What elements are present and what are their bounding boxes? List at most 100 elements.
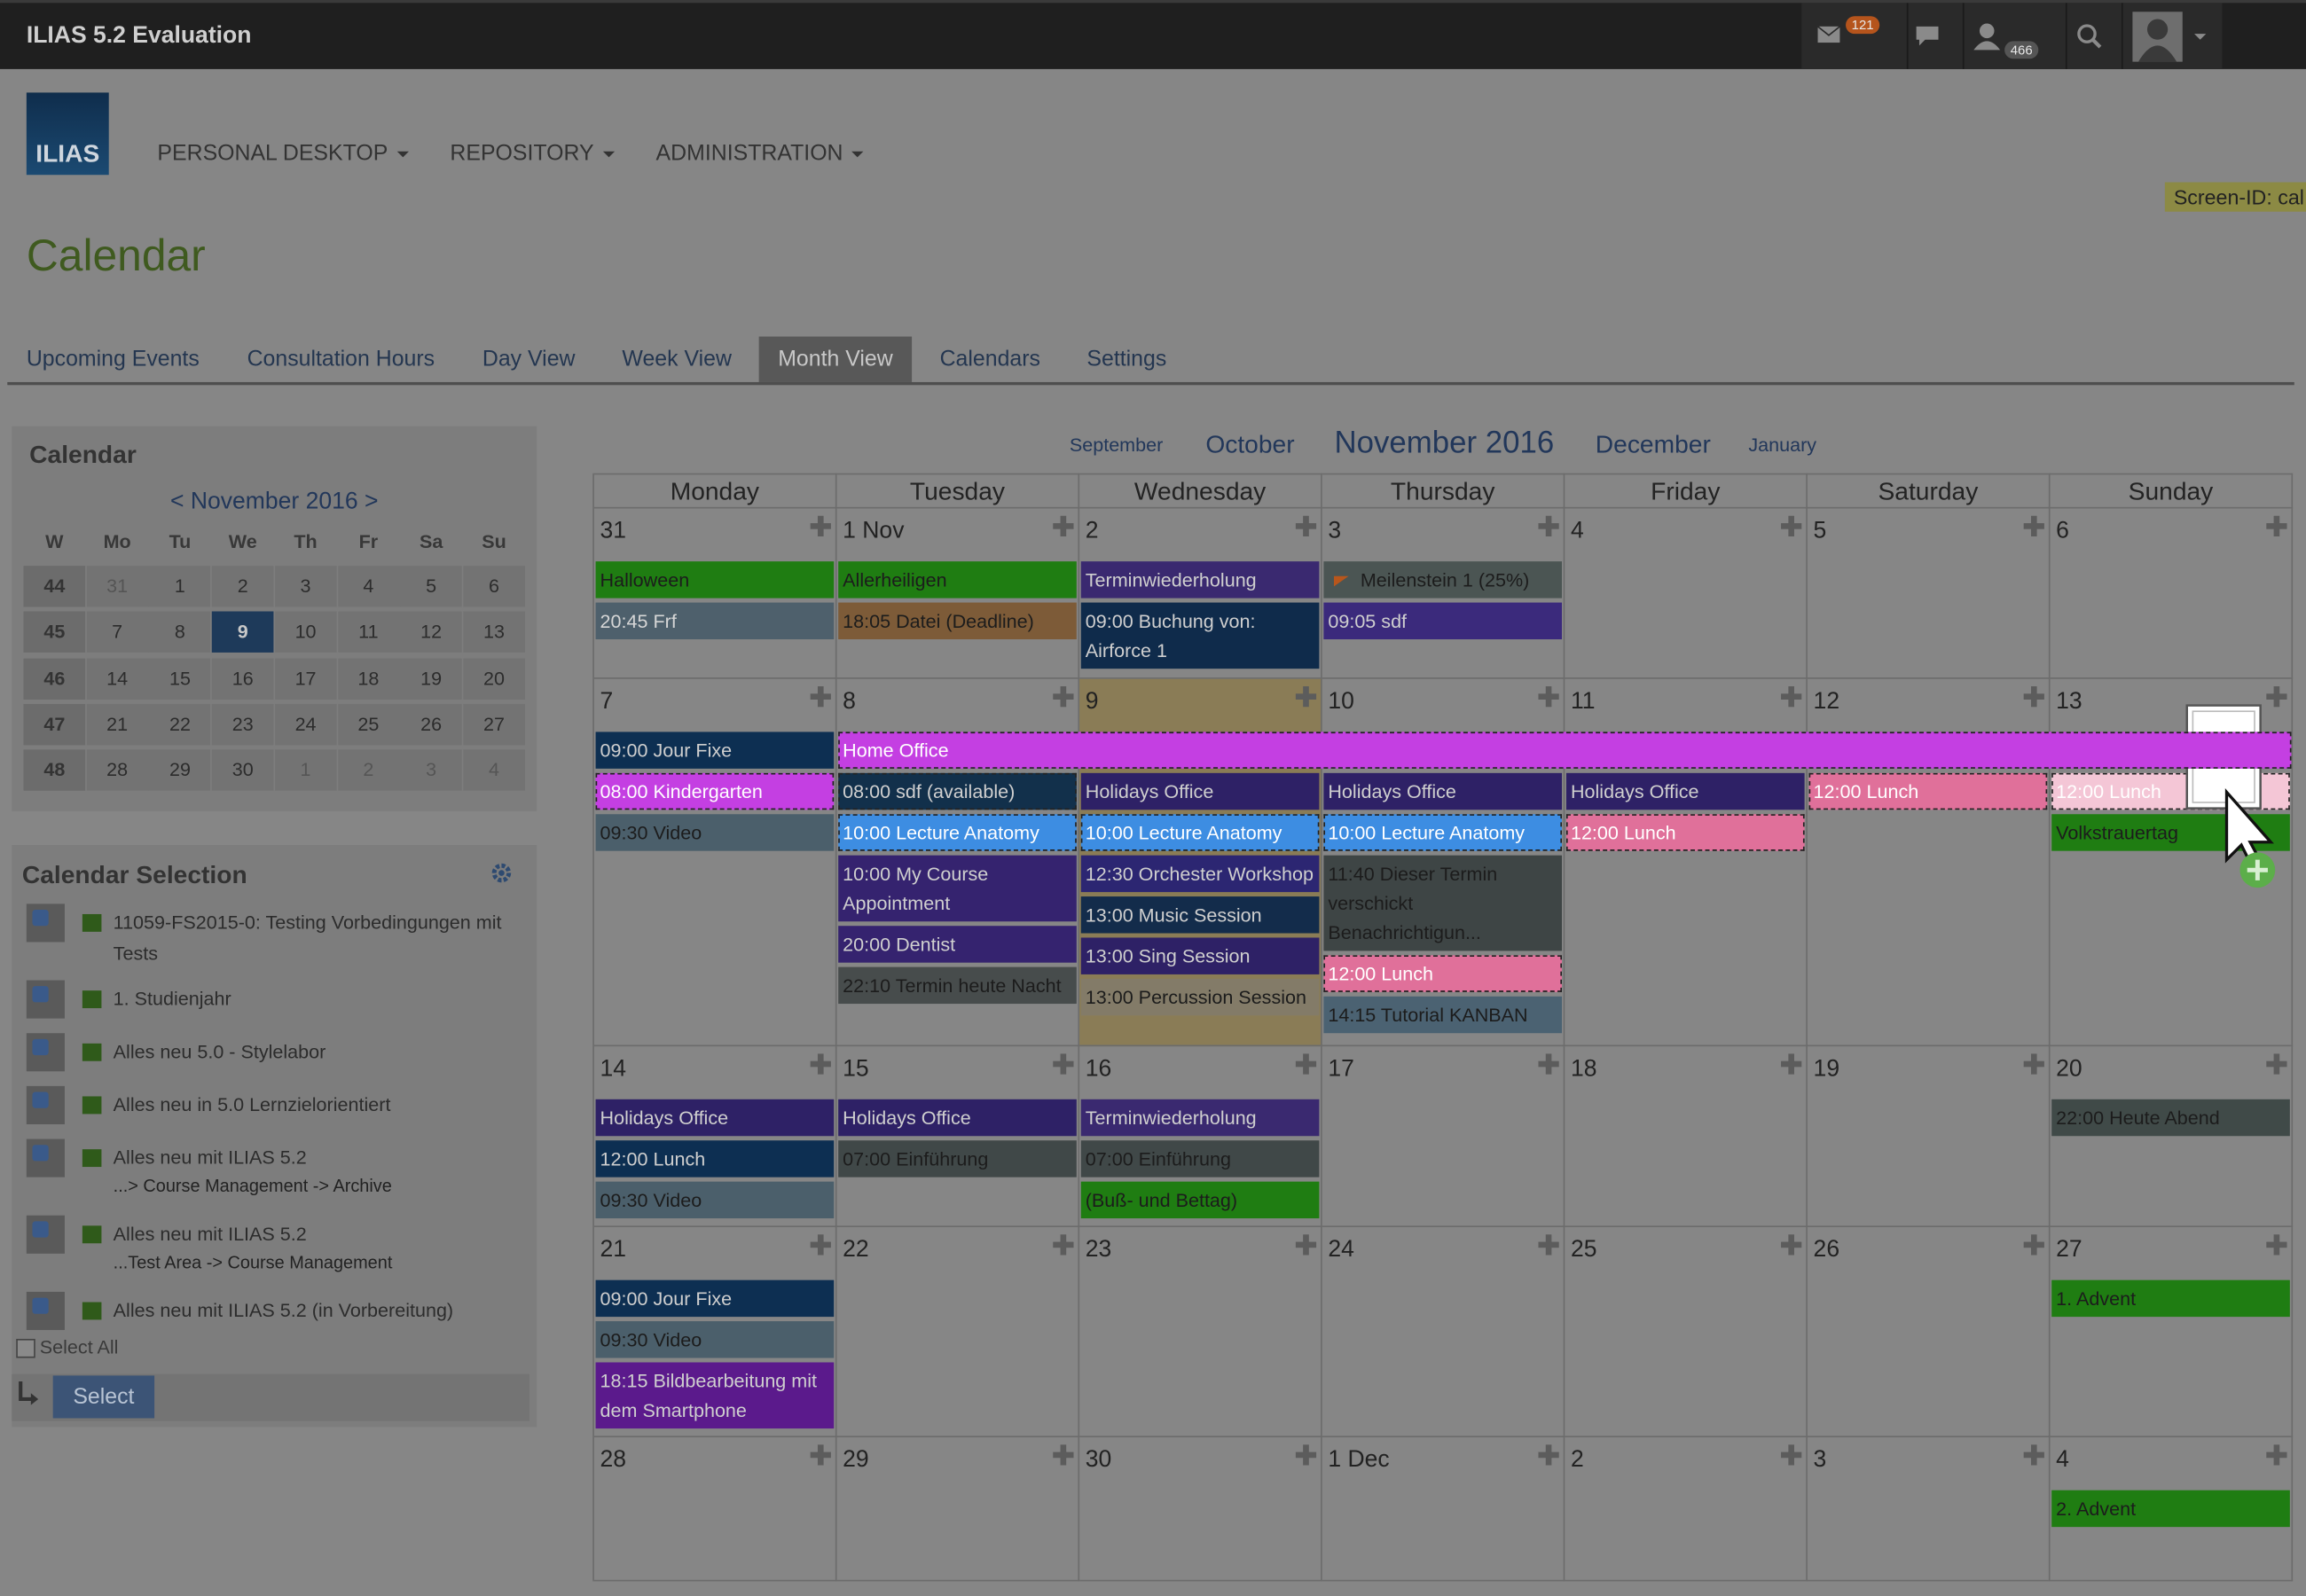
month-link[interactable]: December [1595, 430, 1711, 458]
day-number[interactable]: 25 [1570, 1237, 1597, 1263]
day-cell[interactable]: 10 Holidays Office 10:00 Lecture Anatomy 11… [1322, 678, 1565, 1047]
mini-day[interactable]: 8 [149, 612, 211, 653]
day-cell[interactable]: 5 [1807, 508, 2051, 679]
tab[interactable]: Day View [482, 347, 576, 372]
add-event[interactable] [1295, 686, 1317, 708]
event[interactable]: Home Office [838, 732, 2292, 769]
add-event[interactable] [2266, 1444, 2287, 1466]
event[interactable]: 09:05 sdf [1323, 602, 1563, 640]
day-number[interactable]: 3 [1328, 519, 1342, 544]
mini-day[interactable]: 19 [400, 657, 462, 700]
day-number[interactable]: 4 [1570, 519, 1584, 544]
add-event[interactable] [2266, 686, 2287, 708]
mini-day[interactable]: 20 [463, 657, 525, 700]
day-cell[interactable]: 2 Terminwiederholung 09:00 Buchung von: Ai… [1079, 508, 1322, 679]
day-number[interactable]: 20 [2056, 1056, 2082, 1082]
event[interactable]: 20:00 Dentist [838, 926, 1077, 963]
event[interactable]: 10:00 Lecture Anatomy [838, 814, 1077, 851]
mini-day[interactable]: 12 [400, 612, 462, 653]
event[interactable]: 09:00 Jour Fixe [595, 1279, 835, 1318]
mini-day[interactable]: 28 [86, 749, 148, 792]
search-icon[interactable] [2077, 24, 2097, 43]
contacts-icon[interactable] [1979, 23, 1995, 39]
day-number[interactable]: 23 [1085, 1237, 1112, 1263]
mini-day[interactable]: 2 [211, 566, 274, 607]
day-number[interactable]: 17 [1328, 1056, 1354, 1082]
mini-day[interactable]: 22 [149, 703, 211, 746]
checkbox[interactable] [26, 1085, 65, 1124]
app-title[interactable]: ILIAS 5.2 Evaluation [26, 23, 252, 49]
mini-day[interactable]: 9 [211, 612, 274, 653]
checkbox[interactable] [26, 1138, 65, 1177]
day-number[interactable]: 27 [2056, 1237, 2082, 1263]
day-number[interactable]: 5 [1813, 519, 1827, 544]
select-all-checkbox[interactable] [16, 1338, 35, 1358]
event[interactable]: 12:00 Lunch [1565, 814, 1805, 851]
event[interactable]: 09:00 Jour Fixe [595, 732, 835, 769]
day-cell[interactable]: 6 [2050, 508, 2294, 679]
mini-day[interactable]: 4 [337, 566, 400, 607]
day-cell[interactable]: 11 Holidays Office 12:00 Lunch [1565, 678, 1808, 1047]
day-cell[interactable]: 18 [1565, 1046, 1808, 1228]
day-number[interactable]: 12 [1813, 689, 1840, 715]
tab[interactable]: Upcoming Events [26, 347, 200, 372]
add-event[interactable] [1295, 515, 1317, 536]
week-number[interactable]: 45 [23, 612, 86, 653]
day-number[interactable]: 24 [1328, 1237, 1354, 1263]
mini-day[interactable]: 24 [274, 703, 337, 746]
month-link[interactable]: January [1748, 434, 1817, 457]
day-number[interactable]: 4 [2056, 1447, 2069, 1473]
add-event[interactable] [1295, 1444, 1317, 1466]
day-number[interactable]: 11 [1570, 689, 1596, 715]
day-number[interactable]: 9 [1085, 689, 1099, 715]
add-event[interactable] [1295, 1053, 1317, 1075]
day-number[interactable]: 28 [600, 1447, 627, 1473]
tab[interactable]: Consultation Hours [247, 347, 435, 372]
add-event[interactable] [1538, 1053, 1559, 1075]
day-number[interactable]: 31 [600, 519, 627, 544]
mini-day[interactable]: 13 [463, 612, 525, 653]
week-number[interactable]: 44 [23, 566, 86, 607]
event[interactable]: 13:00 Sing Session [1080, 937, 1320, 974]
event[interactable]: 13:00 Music Session [1080, 896, 1320, 934]
event[interactable]: 18:05 Datei (Deadline) [838, 602, 1077, 640]
day-number[interactable]: 30 [1085, 1447, 1112, 1473]
month-link[interactable]: September [1069, 434, 1164, 457]
day-number[interactable]: 6 [2056, 519, 2069, 544]
event[interactable]: Holidays Office [595, 1099, 835, 1137]
day-cell[interactable]: 19 [1807, 1046, 2051, 1228]
event[interactable]: 12:30 Orchester Workshop [1080, 855, 1320, 893]
week-number[interactable]: 48 [23, 749, 86, 792]
add-event[interactable] [810, 515, 831, 536]
mini-day[interactable]: 21 [86, 703, 148, 746]
add-event[interactable] [810, 1234, 831, 1256]
event[interactable]: 22:10 Termin heute Nacht [838, 966, 1077, 1005]
mini-day[interactable]: 31 [86, 566, 148, 607]
add-event[interactable] [1053, 1234, 1074, 1256]
day-cell[interactable]: 3 [1807, 1437, 2051, 1582]
day-cell[interactable]: 1 Dec [1322, 1437, 1565, 1582]
day-number[interactable]: 1 Dec [1328, 1447, 1390, 1473]
event[interactable]: 10:00 Lecture Anatomy [1080, 814, 1320, 851]
day-number[interactable]: 8 [843, 689, 856, 715]
day-number[interactable]: 14 [600, 1056, 627, 1082]
day-number[interactable]: 22 [843, 1237, 869, 1263]
day-cell[interactable]: 15 Holidays Office 07:00 Einführung [836, 1046, 1080, 1228]
day-number[interactable]: 7 [600, 689, 614, 715]
day-cell[interactable]: 28 [593, 1437, 837, 1582]
day-number[interactable]: 13 [2056, 689, 2082, 715]
mini-day[interactable]: 2 [337, 749, 400, 792]
menu-item[interactable]: ADMINISTRATION [656, 141, 864, 166]
day-cell[interactable]: 4 2. Advent [2050, 1437, 2294, 1582]
event[interactable]: Allerheiligen [838, 561, 1077, 598]
mini-day[interactable]: 27 [463, 703, 525, 746]
tab[interactable]: Week View [622, 347, 732, 372]
mini-day[interactable]: 11 [337, 612, 400, 653]
checkbox[interactable] [26, 1033, 65, 1072]
event[interactable]: 14:15 Tutorial KANBAN [1323, 996, 1563, 1034]
event[interactable]: Meilenstein 1 (25%) [1323, 561, 1563, 598]
mini-day[interactable]: 18 [337, 657, 400, 700]
add-event[interactable] [1053, 1444, 1074, 1466]
add-event[interactable] [1538, 1444, 1559, 1466]
add-event[interactable] [1538, 515, 1559, 536]
